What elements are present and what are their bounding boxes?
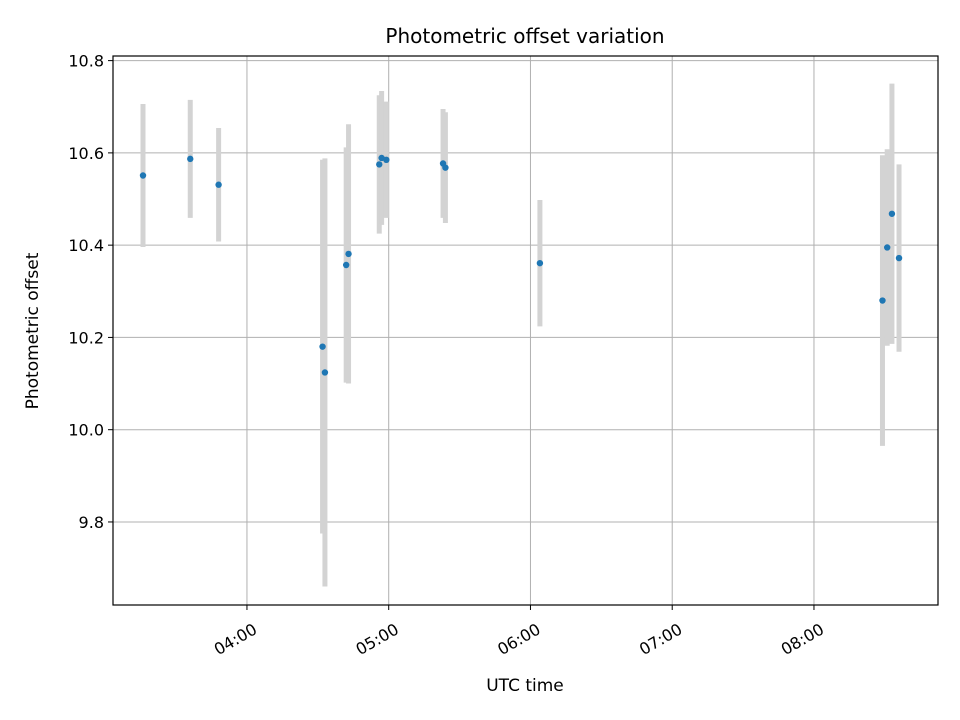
data-point bbox=[321, 369, 329, 376]
grid bbox=[113, 56, 938, 605]
y-axis-label: Photometric offset bbox=[23, 252, 43, 409]
data-point bbox=[345, 250, 352, 258]
data-point bbox=[187, 155, 194, 163]
y-tick-label: 10.0 bbox=[68, 421, 104, 440]
data-points bbox=[139, 154, 903, 376]
data-point bbox=[879, 297, 886, 304]
data-point bbox=[139, 172, 147, 179]
y-tick-label: 10.2 bbox=[68, 328, 104, 347]
chart-title: Photometric offset variation bbox=[385, 24, 664, 48]
y-tick-label: 10.6 bbox=[68, 144, 104, 163]
data-point bbox=[895, 254, 903, 262]
data-point bbox=[376, 161, 383, 168]
data-point bbox=[215, 181, 222, 188]
data-point bbox=[342, 261, 350, 269]
data-point bbox=[884, 244, 891, 251]
data-point bbox=[442, 164, 449, 171]
data-point bbox=[319, 343, 326, 350]
data-point bbox=[536, 259, 544, 267]
data-point bbox=[383, 156, 390, 164]
y-tick-label: 10.8 bbox=[68, 52, 104, 71]
data-point bbox=[888, 210, 896, 217]
plot-frame bbox=[112, 55, 939, 606]
y-axis: 9.8 10.0 10.2 10.4 10.6 10.8 bbox=[68, 52, 113, 532]
x-axis-label: UTC time bbox=[486, 676, 564, 696]
y-tick-label: 9.8 bbox=[79, 513, 104, 532]
y-tick-label: 10.4 bbox=[68, 236, 104, 255]
